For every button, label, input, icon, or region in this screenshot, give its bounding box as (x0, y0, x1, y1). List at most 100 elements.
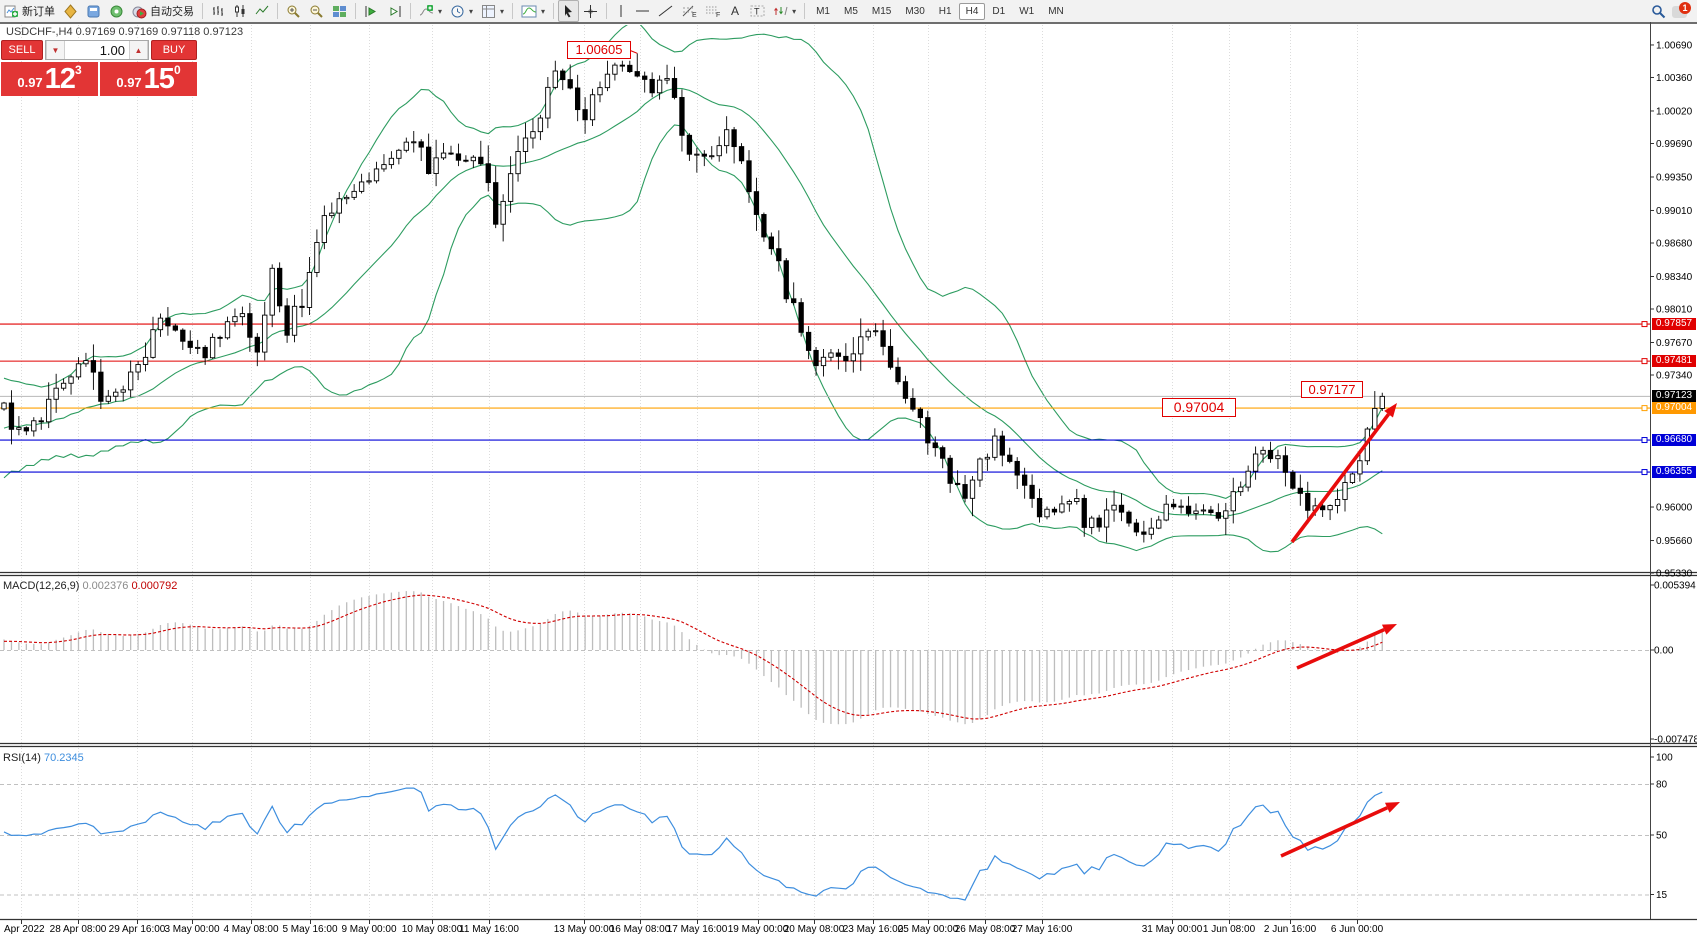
notification-badge: 1 (1679, 1, 1691, 14)
timeframe-h1[interactable]: H1 (938, 6, 952, 17)
profiles-button[interactable]: ▾ (517, 0, 549, 22)
candle-body (1036, 497, 1043, 518)
zoom-out-button[interactable] (305, 0, 328, 22)
price-axis-badge: 0.97004 (1652, 402, 1696, 415)
candle-body (455, 153, 462, 161)
timeframe-h4[interactable]: H4 (958, 3, 986, 20)
macd-axis-label: 0.005394 (1654, 581, 1696, 592)
horizontal-line-tool[interactable] (631, 0, 654, 22)
fibo-grid-tool[interactable]: F (701, 0, 725, 22)
macd-signal-value: 0.000792 (131, 580, 178, 592)
candle-body (612, 64, 618, 75)
symbol-info: USDCHF-,H4 0.97169 0.97169 0.97118 0.971… (6, 26, 244, 38)
chart-shift-button[interactable] (383, 0, 406, 22)
buy-price-display[interactable]: 0.97 15 0 (100, 62, 197, 96)
volume-input[interactable] (65, 41, 129, 59)
templates-dropdown-caret[interactable]: ▾ (500, 6, 505, 16)
timeframe-m15[interactable]: M15 (871, 6, 892, 17)
price-trend-arrow[interactable] (1290, 403, 1397, 544)
candle-body (53, 387, 59, 400)
vertical-line-tool[interactable] (611, 0, 631, 22)
rsi-axis-label: 100 (1656, 753, 1673, 764)
timeframe-m5[interactable]: M5 (843, 6, 858, 17)
candle-body (1334, 498, 1341, 506)
periods-button[interactable]: ▾ (446, 0, 477, 22)
indicators-button[interactable]: ▾ (415, 0, 446, 22)
sell-button[interactable]: SELL (1, 40, 43, 60)
macd-indicator-label: MACD(12,26,9) 0.002376 0.000792 (3, 580, 177, 592)
buy-button[interactable]: BUY (151, 40, 197, 60)
time-tick-label: 23 May 16:00 (843, 924, 904, 935)
candlestick-chart-button[interactable] (229, 0, 251, 22)
fibonacci-icon: E (682, 5, 697, 18)
time-tick-label: 17 May 16:00 (667, 924, 728, 935)
candle-body (805, 331, 812, 351)
periods-dropdown-caret[interactable]: ▾ (469, 6, 474, 16)
one-click-trading-widget: SELL ▼ ▲ BUY 0.97 12 3 0.97 15 0 (1, 40, 197, 96)
tile-windows-button[interactable] (328, 0, 351, 22)
candle-body (604, 73, 611, 89)
volume-stepper: ▼ ▲ (45, 40, 149, 60)
indicators-icon (419, 4, 434, 15)
macd-trend-arrow[interactable] (1296, 624, 1397, 670)
candle-body (38, 420, 44, 423)
trendline-tool[interactable] (654, 0, 677, 22)
candle-body (321, 215, 327, 243)
arrows-tool[interactable]: ▾ (769, 0, 800, 22)
arrows-dropdown-caret[interactable]: ▾ (792, 6, 797, 16)
timeframe-m1[interactable]: M1 (816, 6, 830, 17)
sell-price-display[interactable]: 0.97 12 3 (1, 62, 98, 96)
peak-price-annotation[interactable]: 1.00605 (567, 41, 631, 59)
candle-body (768, 236, 775, 250)
text-tool[interactable]: A (725, 0, 746, 22)
candle-body (940, 447, 946, 459)
cursor-tool-button[interactable] (558, 0, 580, 22)
search-icon[interactable] (1651, 4, 1666, 19)
candle-body (1051, 508, 1058, 513)
auto-trading-button[interactable]: 自动交易 (128, 0, 198, 22)
candle-body (351, 190, 357, 198)
zoom-in-button[interactable] (282, 0, 305, 22)
timeframe-mn[interactable]: MN (1048, 6, 1064, 17)
candle-body (113, 391, 119, 397)
timeframe-m30[interactable]: M30 (905, 6, 925, 17)
candle-body (1290, 471, 1296, 489)
volume-decrease-button[interactable]: ▼ (46, 41, 65, 59)
support-level-annotation[interactable]: 0.97004 (1162, 398, 1236, 417)
price-tick-label: 0.98010 (1656, 305, 1693, 316)
crosshair-tool-button[interactable] (579, 0, 602, 22)
profiles-dropdown-caret[interactable]: ▾ (541, 6, 546, 16)
candle-body (440, 152, 447, 159)
candle-body (1126, 511, 1132, 524)
candle-body (1223, 510, 1229, 519)
fibonacci-tool[interactable]: E (677, 0, 701, 22)
notifications-button[interactable]: 1 (1672, 1, 1691, 19)
candle-body (388, 157, 395, 166)
templates-button[interactable]: ▾ (477, 0, 508, 22)
candle-body (1074, 498, 1080, 503)
market-watch-button[interactable] (59, 0, 82, 22)
rsi-trend-arrow[interactable] (1280, 802, 1400, 858)
timeframe-d1[interactable]: D1 (992, 6, 1006, 17)
candle-body (344, 196, 350, 200)
candle-body (820, 356, 827, 367)
recent-high-annotation[interactable]: 0.97177 (1301, 381, 1363, 398)
timeframe-w1[interactable]: W1 (1019, 6, 1035, 17)
volume-increase-button[interactable]: ▲ (129, 41, 148, 59)
indicators-dropdown-caret[interactable]: ▾ (438, 6, 443, 16)
candle-body (1066, 501, 1073, 505)
navigator-button[interactable] (82, 0, 105, 22)
bar-chart-button[interactable] (207, 0, 229, 22)
auto-scroll-button[interactable] (360, 0, 383, 22)
text-label-tool[interactable]: T (746, 0, 769, 22)
line-chart-button[interactable] (251, 0, 273, 22)
candle-body (1238, 486, 1244, 493)
candle-body (1215, 512, 1222, 519)
candle-body (135, 364, 141, 373)
data-window-button[interactable] (105, 0, 128, 22)
new-order-button[interactable]: 新订单 (0, 0, 59, 22)
candle-body (902, 381, 909, 399)
price-axis-badge: 0.97123 (1652, 390, 1696, 403)
candle-body (1111, 504, 1117, 511)
